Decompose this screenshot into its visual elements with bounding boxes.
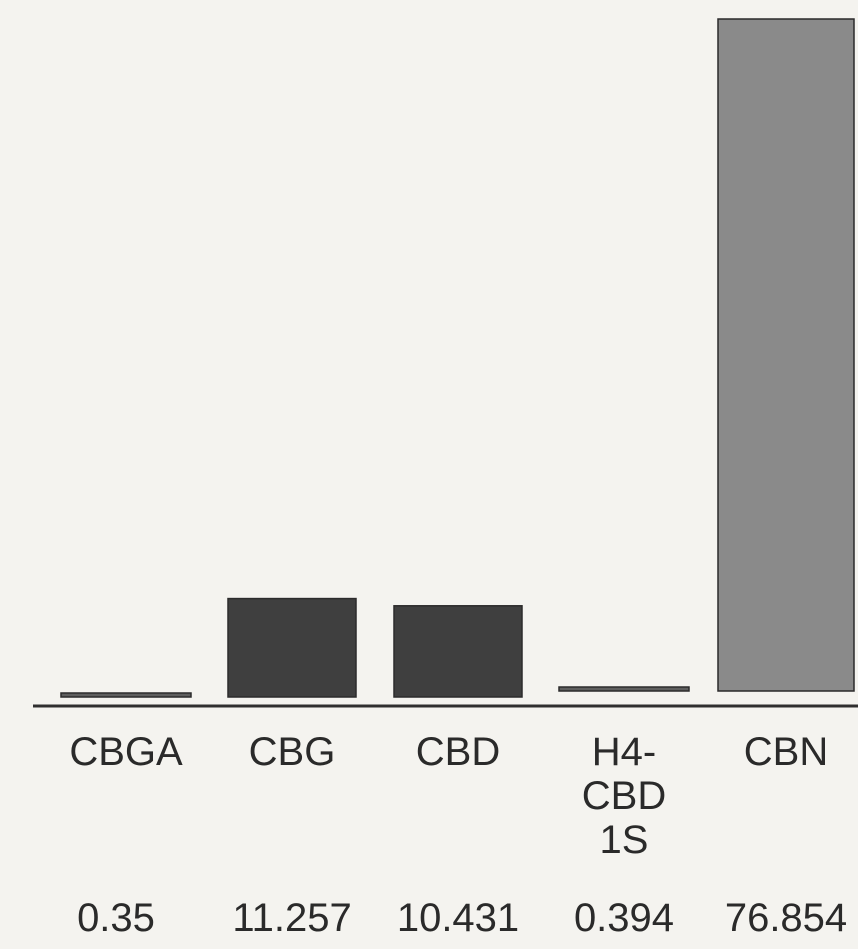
bar-0 (60, 692, 192, 698)
value-label-2: 10.431 (397, 896, 519, 940)
category-labels-group: CBGA CBG CBD H4-CBD 1S CBN (69, 730, 828, 862)
value-label-3: 0.394 (574, 896, 674, 940)
bars-group (60, 18, 855, 698)
category-label-2: CBD (416, 730, 500, 774)
category-label-4: CBN (744, 730, 828, 774)
bar-2 (393, 605, 523, 698)
bar-4 (717, 18, 855, 692)
category-label-1: CBG (249, 730, 336, 774)
category-label-0: CBGA (69, 730, 183, 774)
category-label-3: H4-CBD 1S (582, 730, 666, 862)
value-labels-group: 0.35 11.257 10.431 0.394 76.854 (77, 896, 847, 940)
bar-3 (558, 686, 690, 692)
value-label-4: 76.854 (725, 896, 847, 940)
bar-1 (227, 597, 357, 698)
value-label-1: 11.257 (232, 896, 351, 940)
value-label-0: 0.35 (77, 896, 155, 940)
